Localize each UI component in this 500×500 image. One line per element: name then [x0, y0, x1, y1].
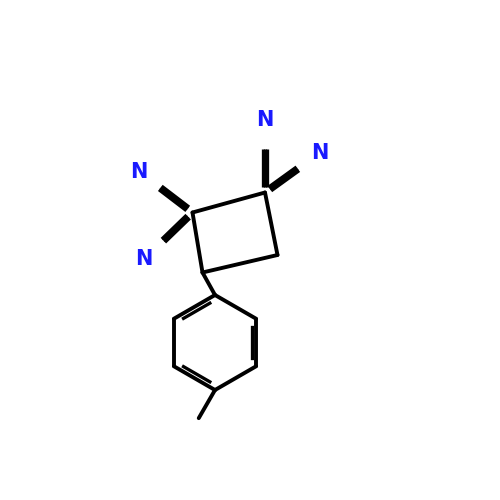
- Text: N: N: [256, 110, 274, 130]
- Text: N: N: [311, 143, 328, 163]
- Text: N: N: [136, 250, 152, 270]
- Text: N: N: [130, 162, 148, 182]
